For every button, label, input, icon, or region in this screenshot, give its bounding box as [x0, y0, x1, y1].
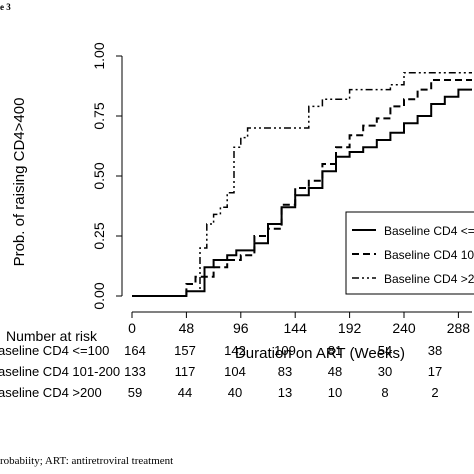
legend-label-3: Baseline CD4 >20	[384, 272, 474, 286]
y-axis-title: Prob. of raising CD4>400	[11, 98, 28, 267]
y-tick-label: 0.50	[91, 162, 107, 189]
risk-row-value: 8	[381, 385, 389, 400]
risk-row-value: 10	[327, 385, 343, 400]
risk-row-value: 164	[124, 343, 146, 358]
series-line-3	[132, 72, 472, 297]
risk-row-label: aseline CD4 101-200	[0, 364, 121, 379]
risk-row-value: 48	[327, 364, 343, 379]
x-tick-label: 288	[447, 320, 471, 336]
risk-row-value: 104	[224, 364, 246, 379]
y-tick-label: 0.25	[91, 222, 107, 249]
risk-table-title: Number at risk	[6, 328, 98, 344]
x-tick-label: 144	[284, 320, 308, 336]
series-lines	[132, 72, 472, 297]
y-tick-label: 0.00	[91, 282, 107, 309]
risk-row-label: aseline CD4 >200	[0, 385, 102, 400]
axes: 0.00 0.25 0.50 0.75 1.00 0 48 96 144 192 240 288 Pro…	[11, 42, 472, 362]
y-tick-label: 0.75	[91, 102, 107, 129]
legend-label-2: Baseline CD4 101	[384, 248, 474, 262]
legend-label-1: Baseline CD4 <=1	[384, 224, 474, 238]
risk-row-value: 142	[224, 343, 246, 358]
risk-row-value: 157	[174, 343, 196, 358]
risk-row-value: 109	[274, 343, 296, 358]
risk-row-value: 83	[277, 364, 293, 379]
footnote: robabiity; ART: antiretroviral treatment	[0, 455, 174, 467]
series-line-1	[132, 88, 472, 297]
figure-label: e 3	[0, 2, 11, 12]
risk-row-value: 44	[177, 385, 193, 400]
x-tick-label: 48	[179, 320, 195, 336]
x-tick-label: 0	[128, 320, 136, 336]
series-line-2	[132, 79, 472, 297]
x-tick-label: 96	[233, 320, 249, 336]
risk-row-value: 13	[277, 385, 293, 400]
x-tick-label: 240	[392, 320, 416, 336]
risk-row-label: aseline CD4 <=100	[0, 343, 110, 358]
x-tick-label: 192	[338, 320, 362, 336]
risk-row-value: 38	[427, 343, 443, 358]
risk-row-value: 133	[124, 364, 146, 379]
risk-row-value: 17	[427, 364, 443, 379]
risk-row-value: 54	[377, 343, 393, 358]
risk-row-value: 59	[127, 385, 143, 400]
risk-row-value: 81	[327, 343, 343, 358]
risk-row-value: 40	[227, 385, 243, 400]
risk-row-value: 30	[377, 364, 393, 379]
y-tick-label: 1.00	[91, 42, 107, 69]
risk-row-value: 2	[431, 385, 439, 400]
risk-row-value: 117	[174, 364, 196, 379]
x-axis-title: Duration on ART (Weeks)	[235, 345, 405, 362]
legend: Baseline CD4 <=1 Baseline CD4 101 Baseline…	[345, 211, 474, 295]
